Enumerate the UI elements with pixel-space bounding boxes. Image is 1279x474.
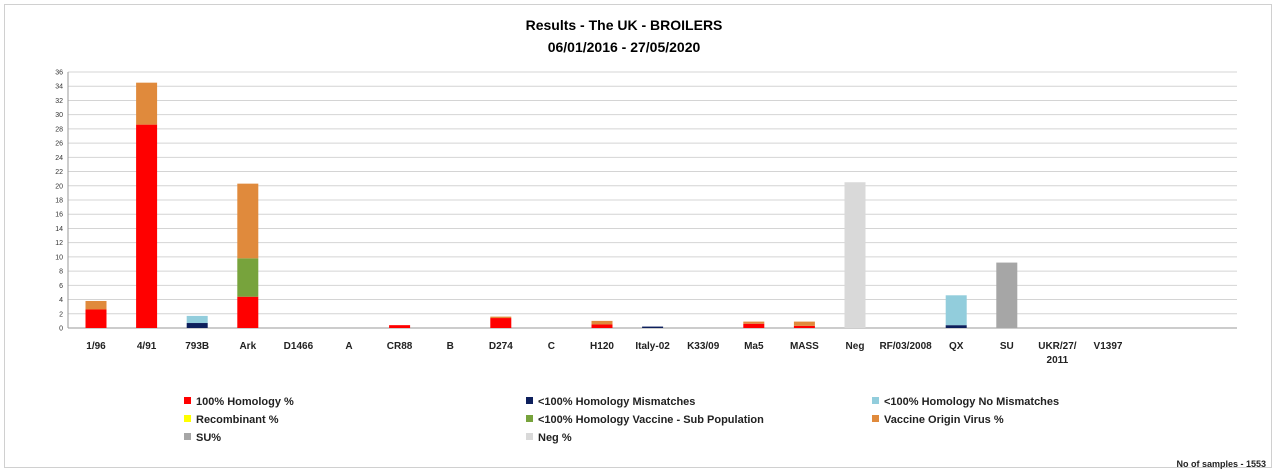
y-tick-label: 6 (59, 283, 63, 290)
x-tick-label: K33/09 (687, 341, 720, 352)
x-tick-label: CR88 (387, 341, 413, 352)
x-tick-label: H120 (590, 341, 614, 352)
legend-swatch (872, 415, 879, 422)
y-tick-label: 14 (55, 226, 63, 233)
bar-segment (389, 325, 411, 328)
bar-segment (591, 324, 613, 328)
x-tick-label: QX (949, 341, 964, 352)
y-tick-label: 12 (55, 240, 63, 247)
y-tick-label: 24 (55, 155, 63, 162)
bar-segment (490, 316, 512, 319)
legend-swatch (184, 415, 191, 422)
bar-segment (844, 182, 866, 328)
y-tick-label: 4 (59, 297, 63, 304)
y-tick-label: 16 (55, 212, 63, 219)
y-tick-label: 34 (55, 84, 63, 91)
legend-label: SU% (196, 432, 221, 444)
x-tick-label: 1/96 (86, 341, 106, 352)
legend: 100% Homology % <100% Homology Mismatches… (184, 396, 1059, 444)
bar-segment (743, 323, 765, 328)
legend-label: 100% Homology % (196, 396, 294, 408)
x-tick-label: Italy-02 (635, 341, 670, 352)
y-tick-label: 18 (55, 198, 63, 205)
x-tick-label: 4/91 (137, 341, 157, 352)
bar-segment (237, 183, 259, 259)
x-tick-label: B (447, 341, 454, 352)
y-tick-label: 32 (55, 98, 63, 105)
bar-segment (490, 318, 512, 328)
bar-segment (642, 326, 664, 328)
legend-swatch (526, 397, 533, 404)
y-tick-label: 28 (55, 126, 63, 133)
chart-subtitle: 06/01/2016 - 27/05/2020 (548, 39, 701, 55)
x-tick-label: RF/03/2008 (879, 341, 932, 352)
bar-segment (85, 300, 107, 310)
y-tick-label: 26 (55, 141, 63, 148)
x-tick-label: A (345, 341, 352, 352)
bar-segment (136, 124, 158, 328)
x-tick-label: MASS (790, 341, 819, 352)
x-tick-label: D274 (489, 341, 513, 352)
y-tick-label: 20 (55, 183, 63, 190)
y-tick-label: 30 (55, 112, 63, 119)
x-tick-label: Ma5 (744, 341, 764, 352)
legend-label: <100% Homology Mismatches (538, 396, 695, 408)
x-tick-label: C (548, 341, 555, 352)
y-tick-label: 0 (59, 326, 63, 333)
legend-swatch (184, 397, 191, 404)
x-tick-label: D1466 (284, 341, 314, 352)
legend-label: Neg % (538, 432, 572, 444)
y-tick-label: 8 (59, 269, 63, 276)
bar-segment (793, 321, 815, 326)
y-tick-label: 10 (55, 254, 63, 261)
bar-segment (186, 323, 208, 328)
chart-title: Results - The UK - BROILERS (526, 17, 723, 33)
x-tick-label: SU (1000, 341, 1014, 352)
legend-swatch (184, 433, 191, 440)
bar-segment (743, 321, 765, 324)
bar-segment (793, 325, 815, 328)
bar-segment (591, 320, 613, 325)
sample-count: No of samples - 1553 (1176, 459, 1266, 469)
bar-segment (945, 295, 967, 326)
bar-segment (237, 296, 259, 328)
bars (85, 82, 1018, 328)
bar-segment (186, 315, 208, 324)
legend-label: <100% Homology No Mismatches (884, 396, 1059, 408)
bar-segment (85, 309, 107, 328)
x-tick-label: V1397 (1094, 341, 1123, 352)
legend-swatch (526, 415, 533, 422)
bar-segment (237, 258, 259, 297)
legend-label: Vaccine Origin Virus % (884, 414, 1004, 426)
bar-segment (136, 82, 158, 125)
grid-lines (67, 71, 1237, 329)
y-tick-label: 2 (59, 311, 63, 318)
bar-segment (945, 325, 967, 328)
x-tick-label: Neg (846, 341, 865, 352)
legend-label: Recombinant % (196, 414, 279, 426)
x-tick-label: UKR/27/2011 (1038, 341, 1077, 366)
legend-swatch (526, 433, 533, 440)
x-axis-ticks: 1/96 4/91 793B Ark D1466 A CR88 B D274 C H120 Italy… (86, 341, 1123, 366)
legend-label: <100% Homology Vaccine - Sub Population (538, 414, 764, 426)
legend-swatch (872, 397, 879, 404)
chart-frame (4, 4, 1272, 468)
y-tick-label: 22 (55, 169, 63, 176)
bar-segment (996, 262, 1018, 328)
x-tick-label: Ark (239, 341, 256, 352)
y-tick-label: 36 (55, 70, 63, 77)
x-tick-label: 793B (185, 341, 209, 352)
